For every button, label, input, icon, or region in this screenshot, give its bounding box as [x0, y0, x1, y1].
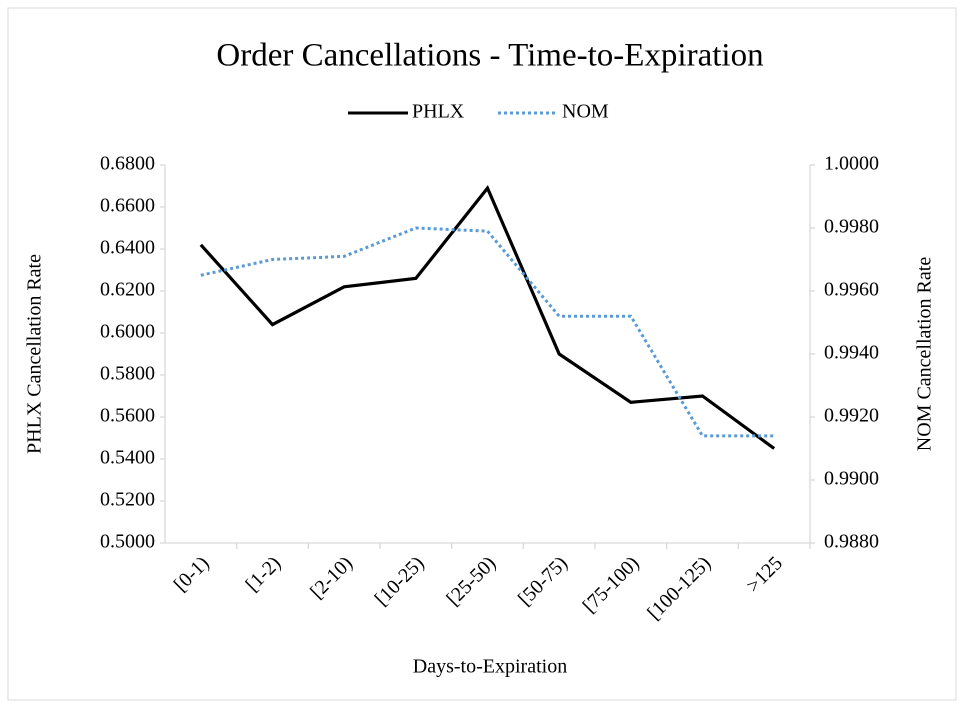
y-tick-label: 0.5800: [100, 363, 155, 385]
y-tick-label: 0.5200: [100, 489, 155, 511]
y-tick-label: 0.5000: [100, 531, 155, 553]
y2-tick-label: 0.9920: [824, 405, 879, 427]
y-tick-label: 0.6400: [100, 237, 155, 259]
y-tick-label: 0.5600: [100, 405, 155, 427]
y2-axis-label: NOM Cancellation Rate: [914, 257, 936, 452]
y2-tick-label: 0.9940: [824, 342, 879, 364]
y-tick-label: 0.6600: [100, 195, 155, 217]
x-axis-label: Days-to-Expiration: [413, 656, 567, 678]
y-tick-label: 0.6200: [100, 279, 155, 301]
line-series: [200, 226, 775, 438]
y-tick-label: 0.6000: [100, 321, 155, 343]
legend-label: PHLX: [412, 101, 465, 123]
y-axis-label: PHLX Cancellation Rate: [24, 254, 46, 454]
y2-tick-label: 0.9960: [824, 279, 879, 301]
legend-label: NOM: [562, 101, 609, 123]
y2-tick-label: 0.9900: [824, 468, 879, 490]
y2-tick-label: 1.0000: [824, 153, 879, 175]
y2-tick-label: 0.9880: [824, 531, 879, 553]
y-tick-label: 0.5400: [100, 447, 155, 469]
chart-title: Order Cancellations - Time-to-Expiration: [216, 38, 763, 74]
chart-border: [7, 7, 957, 701]
y-tick-label: 0.6800: [100, 153, 155, 175]
y2-tick-label: 0.9980: [824, 216, 879, 238]
